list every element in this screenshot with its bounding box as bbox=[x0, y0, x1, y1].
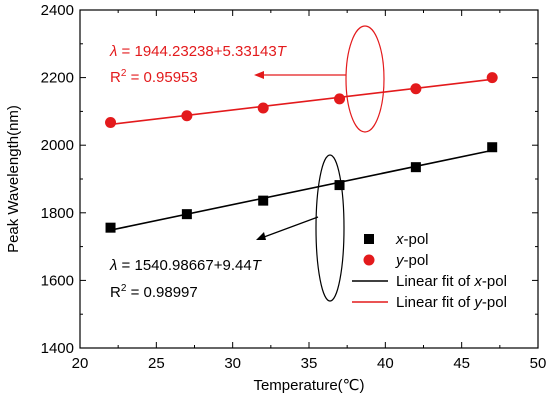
highlight-ellipse-x bbox=[315, 154, 345, 302]
legend-label-rest: -pol bbox=[404, 252, 429, 269]
data-point-x-pol bbox=[487, 142, 498, 153]
arrow-x-shaft bbox=[263, 216, 319, 238]
legend-label-rest: -pol bbox=[482, 273, 507, 290]
legend-label-rest: -pol bbox=[404, 231, 429, 248]
y-tick-label: 2200 bbox=[41, 70, 74, 87]
r-squared-y: R2 = 0.95953 bbox=[110, 68, 198, 86]
r-squared-value: = 0.98997 bbox=[126, 284, 197, 301]
y-tick-label: 1400 bbox=[41, 340, 74, 357]
x-tick-label: 50 bbox=[530, 355, 547, 372]
lambda-symbol: λ bbox=[109, 257, 117, 274]
legend-label-italic: y bbox=[473, 294, 483, 311]
y-tick-label: 2400 bbox=[41, 2, 74, 19]
legend-label: Linear fit of y-pol bbox=[396, 294, 507, 311]
fit-line-1 bbox=[110, 78, 493, 126]
legend-marker-circle bbox=[363, 254, 375, 266]
data-point-x-pol bbox=[181, 209, 192, 220]
lambda-symbol: λ bbox=[109, 43, 117, 60]
data-point-y-pol bbox=[257, 102, 269, 114]
y-tick-label: 1600 bbox=[41, 272, 74, 289]
r-squared-label: R bbox=[110, 69, 121, 86]
y-tick-label: 2000 bbox=[41, 137, 74, 154]
legend-label-rest: -pol bbox=[482, 294, 507, 311]
legend-marker-square bbox=[364, 234, 374, 244]
highlight-ellipse-y bbox=[345, 25, 385, 133]
equation-coefficients: = 1540.98667+9.44 bbox=[117, 257, 251, 274]
data-point-x-pol bbox=[334, 180, 345, 191]
equation-y: λ = 1944.23238+5.33143T bbox=[109, 43, 288, 60]
r-squared-exponent: 2 bbox=[121, 283, 127, 294]
arrow-y-head bbox=[254, 71, 264, 79]
x-tick-label: 30 bbox=[224, 355, 241, 372]
fit-lines bbox=[110, 78, 493, 231]
legend-label: x-pol bbox=[395, 231, 429, 248]
data-point-y-pol bbox=[334, 93, 346, 105]
plot-area bbox=[79, 9, 539, 349]
r-squared-label: R bbox=[110, 284, 121, 301]
temperature-symbol: T bbox=[252, 257, 263, 274]
data-point-x-pol bbox=[105, 222, 116, 233]
temperature-symbol: T bbox=[277, 43, 288, 60]
data-point-x-pol bbox=[258, 195, 269, 206]
data-point-y-pol bbox=[181, 110, 193, 122]
data-point-y-pol bbox=[486, 72, 498, 84]
data-points bbox=[105, 72, 498, 233]
y-tick-label: 1800 bbox=[41, 205, 74, 222]
data-point-y-pol bbox=[410, 83, 422, 95]
r-squared-x: R2 = 0.98997 bbox=[110, 283, 198, 301]
x-axis-label: Temperature(℃) bbox=[253, 377, 364, 394]
axes: 20 25 30 35 40 45 50 1400 1600 1800 2000 2200 2400 bbox=[41, 2, 547, 372]
r-squared-value: = 0.95953 bbox=[126, 69, 197, 86]
equation-x: λ = 1540.98667+9.44T bbox=[109, 257, 263, 274]
x-tick-label: 40 bbox=[377, 355, 394, 372]
x-tick-label: 45 bbox=[453, 355, 470, 372]
legend-label-italic: x bbox=[473, 273, 482, 290]
legend-label-italic: y bbox=[395, 252, 405, 269]
r-squared-exponent: 2 bbox=[121, 68, 127, 79]
y-axis-label: Peak Wavelength(nm) bbox=[5, 105, 22, 253]
legend-label-italic: x bbox=[395, 231, 404, 248]
equation-coefficients: = 1944.23238+5.33143 bbox=[117, 43, 276, 60]
legend-label: y-pol bbox=[395, 252, 429, 269]
x-tick-label: 20 bbox=[72, 355, 89, 372]
data-point-x-pol bbox=[410, 162, 421, 173]
legend-label-prefix: Linear fit of bbox=[396, 294, 474, 311]
x-tick-label: 25 bbox=[148, 355, 165, 372]
x-tick-label: 35 bbox=[301, 355, 318, 372]
fit-line-0 bbox=[110, 149, 493, 231]
data-point-y-pol bbox=[105, 117, 117, 129]
legend-label-prefix: Linear fit of bbox=[396, 273, 474, 290]
arrow-x-head bbox=[256, 232, 266, 240]
legend-label: Linear fit of x-pol bbox=[396, 273, 507, 290]
